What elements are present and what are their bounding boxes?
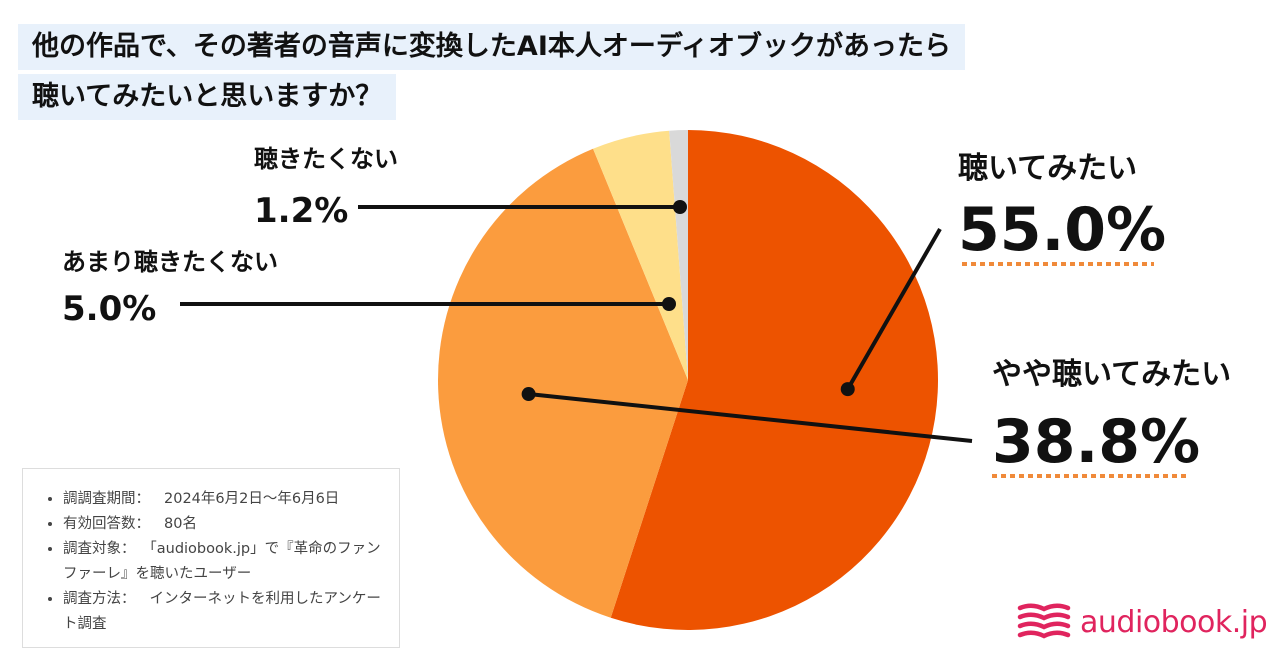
survey-item: 調調査期間： 2024年6月2日〜年6月6日: [63, 487, 385, 512]
slice-value-label: 38.8%: [992, 407, 1200, 477]
survey-item-label: 調査対象：: [63, 541, 136, 557]
leader-dot: [521, 387, 536, 402]
slice-value-label: 1.2%: [254, 191, 348, 231]
survey-item: 調査方法：インターネットを利用したアンケート調査: [63, 587, 385, 637]
pie-slice: [593, 130, 688, 380]
leader-dot: [662, 297, 676, 311]
leader-line: [528, 392, 973, 443]
book-pages-icon: [1017, 603, 1071, 639]
audiobook-logo: audiobook.jp: [1016, 600, 1268, 644]
survey-info-list: 調調査期間： 2024年6月2日〜年6月6日有効回答数： 80名調査対象：「audi…: [49, 487, 385, 637]
survey-item-value: 80名: [164, 516, 197, 532]
slice-value-label: 5.0%: [62, 289, 156, 329]
pie-slice: [610, 130, 939, 630]
leader-line: [846, 228, 942, 391]
brand-name: audiobook.jp: [1080, 604, 1268, 640]
slice-value-label: 55.0%: [958, 195, 1166, 265]
chart-title-line-1: 他の作品で、その著者の音声に変換したAI本人オーディオブックがあったら: [18, 24, 965, 70]
chart-title-line-2: 聴いてみたいと思いますか？: [18, 74, 397, 120]
pie-slice: [669, 130, 688, 380]
survey-item-value: 「audiobook.jp」で『革命のファンファーレ』を聴いたユーザー: [63, 541, 381, 582]
slice-label: 聴きたくない: [254, 145, 398, 173]
survey-item: 有効回答数： 80名: [63, 512, 385, 537]
slice-label: やや聴いてみたい: [992, 357, 1231, 392]
pie-slice: [437, 148, 688, 618]
slice-label: あまり聴きたくない: [62, 248, 278, 276]
survey-item-label: 調調査期間：: [63, 491, 150, 507]
survey-info-box: 調調査期間： 2024年6月2日〜年6月6日有効回答数： 80名調査対象：「audi…: [22, 468, 400, 648]
slice-label: 聴いてみたい: [958, 151, 1137, 186]
survey-item-value: インターネットを利用したアンケート調査: [63, 591, 381, 632]
survey-item-label: 有効回答数：: [63, 516, 150, 532]
survey-item: 調査対象：「audiobook.jp」で『革命のファンファーレ』を聴いたユーザー: [63, 537, 385, 587]
survey-item-value: 2024年6月2日〜年6月6日: [164, 491, 340, 507]
leader-dot: [840, 382, 855, 397]
survey-item-label: 調査方法：: [63, 591, 136, 607]
leader-dot: [673, 200, 687, 214]
